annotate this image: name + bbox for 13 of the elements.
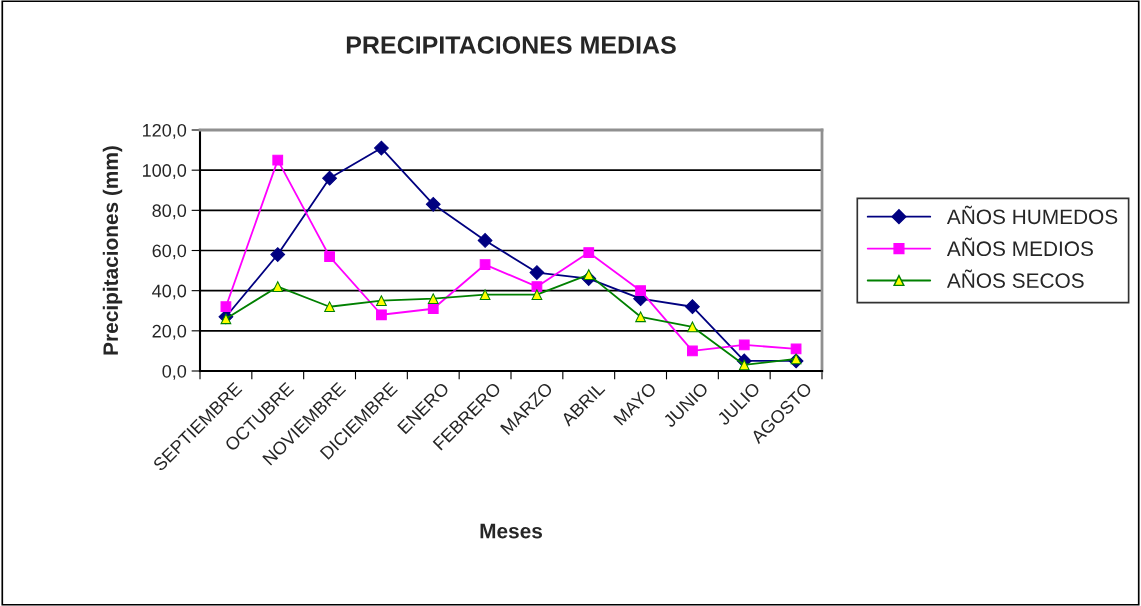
y-tick-label: 40,0 xyxy=(152,284,187,300)
y-tick-label: 80,0 xyxy=(152,204,187,220)
legend-label: AÑOS MEDIOS xyxy=(946,237,1093,257)
y-axis-title: Precipitaciones (mm) xyxy=(102,146,123,355)
legend-label: AÑOS HUMEDOS xyxy=(946,205,1118,225)
legend-label: AÑOS SECOS xyxy=(946,269,1084,289)
chart-title: PRECIPITACIONES MEDIAS xyxy=(346,36,676,54)
x-axis-title: Meses xyxy=(480,523,542,539)
y-tick-label: 120,0 xyxy=(143,123,187,139)
y-tick-label: 60,0 xyxy=(152,244,187,260)
y-tick-label: 20,0 xyxy=(152,324,187,340)
y-tick-label: 100,0 xyxy=(143,164,187,180)
y-tick-label: 0,0 xyxy=(162,364,187,380)
